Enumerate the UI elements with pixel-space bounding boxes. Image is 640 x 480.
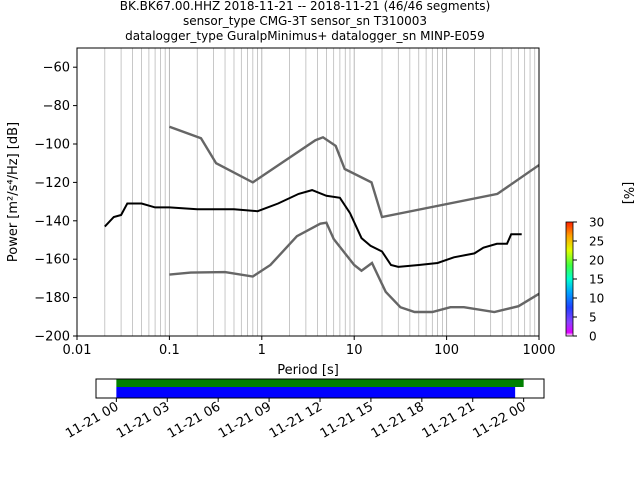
y-tick-label: −200 bbox=[34, 330, 70, 345]
title-line-3: datalogger_type GuralpMinimus+ datalogge… bbox=[125, 29, 485, 43]
colorbar-tick-label: 10 bbox=[589, 292, 604, 306]
colorbar-gradient bbox=[565, 221, 574, 337]
y-tick-label: −180 bbox=[34, 291, 70, 306]
x-tick-label: 0.01 bbox=[63, 343, 92, 358]
y-tick-label: −120 bbox=[34, 176, 70, 191]
timeline-tick-label: 11-22 00 bbox=[471, 399, 529, 441]
colorbar-tick-label: 20 bbox=[589, 254, 604, 268]
data-coverage-bar bbox=[116, 379, 524, 387]
plot-frame bbox=[76, 47, 540, 337]
colorbar-tick-label: 30 bbox=[589, 216, 604, 230]
y-axis-label: Power [m²/s⁴/Hz] [dB] bbox=[6, 122, 21, 262]
timeline-tick-label: 11-21 03 bbox=[114, 399, 172, 441]
title-line-1: BK.BK67.00.HHZ 2018-11-21 -- 2018-11-21 … bbox=[120, 0, 491, 13]
y-tick-label: −100 bbox=[34, 138, 70, 153]
timeline-tick-label: 11-21 15 bbox=[318, 399, 376, 441]
y-axis-ticks: −60 −80 −100 −120 −140 −160 −180 −200 bbox=[34, 61, 77, 345]
title-line-2: sensor_type CMG-3T sensor_sn T310003 bbox=[183, 14, 427, 28]
x-tick-label: 0.1 bbox=[159, 343, 180, 358]
y-tick-label: −80 bbox=[43, 99, 70, 114]
timeline-tick-label: 11-21 12 bbox=[267, 399, 325, 441]
y-tick-label: −140 bbox=[34, 214, 70, 229]
colorbar: 0 5 10 15 20 25 30 bbox=[565, 216, 604, 344]
timeline-tick-label: 11-21 18 bbox=[369, 399, 427, 441]
colorbar-tick-label: 5 bbox=[589, 311, 597, 325]
x-tick-label: 100 bbox=[434, 343, 459, 358]
x-axis-label: Period [s] bbox=[277, 363, 339, 378]
psd-plot-area: 0.01 0.1 1 10 100 1000 −60 −80 −100 −120 −140 −160… bbox=[34, 47, 556, 358]
x-tick-label: 1000 bbox=[522, 343, 555, 358]
mode-curve-line bbox=[104, 189, 522, 268]
timeline-tick-label: 11-21 00 bbox=[63, 399, 121, 441]
x-tick-label: 1 bbox=[258, 343, 266, 358]
timeline-tick-label: 11-21 09 bbox=[216, 399, 274, 441]
timeline-tick-label: 11-21 06 bbox=[165, 399, 223, 441]
colorbar-label: [%] bbox=[620, 182, 635, 205]
new-high-noise-model-line bbox=[168, 125, 539, 219]
timeline-tick-label: 11-21 21 bbox=[420, 399, 478, 441]
x-tick-label: 10 bbox=[346, 343, 363, 358]
colorbar-tick-label: 25 bbox=[589, 235, 604, 249]
new-low-noise-model-line bbox=[169, 221, 539, 314]
x-axis-ticks: 0.01 0.1 1 10 100 1000 bbox=[63, 336, 556, 358]
mode-curve-group bbox=[104, 189, 522, 268]
colorbar-tick-label: 0 bbox=[589, 330, 597, 344]
colorbar-tick-label: 15 bbox=[589, 273, 604, 287]
y-tick-label: −60 bbox=[43, 61, 70, 76]
psd-segments-bar bbox=[116, 387, 516, 398]
colorbar-ticks: 0 5 10 15 20 25 30 bbox=[573, 216, 604, 344]
y-tick-label: −160 bbox=[34, 253, 70, 268]
noise-models bbox=[168, 125, 539, 314]
